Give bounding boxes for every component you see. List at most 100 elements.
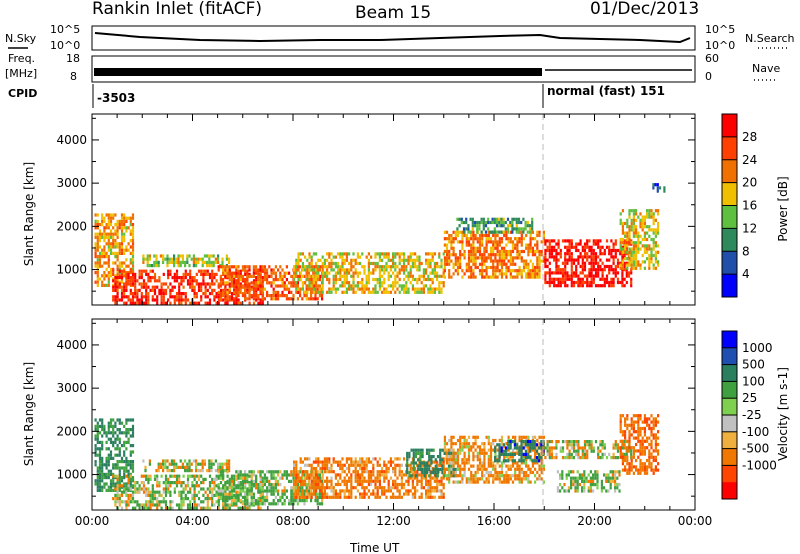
data-cell	[151, 493, 154, 497]
data-cell	[343, 252, 346, 256]
data-cell	[440, 479, 443, 483]
data-cell	[431, 258, 434, 262]
data-cell	[175, 477, 179, 481]
data-cell	[295, 479, 298, 483]
data-cell	[112, 261, 115, 265]
data-cell	[425, 461, 429, 465]
data-cell	[619, 241, 622, 245]
data-cell	[153, 298, 157, 302]
data-cell	[448, 474, 451, 478]
data-cell	[630, 247, 633, 251]
data-cell	[160, 295, 163, 299]
data-cell	[343, 482, 346, 487]
data-cell	[145, 506, 148, 510]
data-cell	[246, 479, 249, 483]
data-cell	[178, 493, 181, 497]
data-cell	[261, 279, 264, 283]
data-cell	[241, 502, 244, 506]
data-cell	[156, 285, 159, 289]
data-cell	[103, 424, 106, 428]
data-cell	[452, 467, 455, 471]
data-cell	[343, 281, 346, 285]
data-cell	[326, 252, 329, 256]
data-cell	[315, 473, 318, 477]
data-cell	[657, 221, 660, 226]
data-cell	[105, 232, 108, 236]
data-cell	[105, 213, 108, 217]
data-cell	[224, 506, 227, 510]
data-cell	[496, 269, 499, 273]
data-cell	[261, 499, 264, 503]
data-cell	[195, 465, 198, 469]
data-cell	[98, 479, 102, 483]
data-cell	[361, 473, 364, 477]
data-cell	[118, 503, 121, 507]
data-cell	[125, 487, 128, 491]
data-cell	[494, 265, 497, 270]
data-cell	[445, 474, 449, 478]
data-cell	[233, 281, 236, 285]
noise-panel-frame	[91, 25, 696, 51]
data-cell	[318, 502, 321, 506]
data-cell	[182, 279, 185, 283]
data-cell	[105, 251, 108, 255]
data-cell	[98, 223, 102, 227]
data-cell	[116, 235, 119, 239]
data-cell	[304, 290, 307, 294]
data-cell	[621, 231, 624, 235]
data-cell	[127, 272, 130, 276]
data-cell	[470, 233, 473, 238]
data-cell	[129, 282, 132, 286]
data-cell	[230, 479, 233, 483]
data-cell	[394, 274, 397, 278]
data-cell	[142, 484, 146, 488]
data-cell	[405, 268, 408, 272]
data-cell	[439, 451, 442, 455]
data-cell	[96, 434, 99, 438]
data-cell	[222, 288, 225, 292]
data-cell	[398, 470, 401, 474]
data-cell	[483, 448, 486, 452]
data-cell	[277, 268, 280, 272]
data-cell	[498, 259, 501, 263]
data-cell	[304, 255, 307, 259]
data-cell	[219, 465, 222, 469]
data-cell	[350, 460, 353, 464]
data-cell	[469, 217, 472, 221]
data-cell	[129, 232, 132, 236]
data-cell	[222, 506, 225, 510]
data-cell	[452, 470, 455, 475]
data-cell	[312, 252, 315, 256]
data-cell	[447, 464, 451, 468]
data-cell	[103, 229, 106, 233]
data-cell	[352, 460, 355, 464]
data-cell	[500, 237, 504, 241]
data-cell	[454, 237, 457, 241]
data-cell	[299, 479, 302, 483]
data-cell	[177, 260, 180, 264]
data-cell	[129, 450, 132, 454]
data-cell	[166, 459, 169, 463]
noise-panel: N.Sky 10^5 10^0 10^5 10^0 N.Search	[5, 23, 795, 52]
data-cell	[348, 476, 351, 480]
data-cell	[237, 294, 240, 298]
data-cell	[484, 230, 488, 234]
data-cell	[173, 469, 176, 473]
data-cell	[281, 278, 284, 282]
data-cell	[145, 493, 148, 497]
data-cell	[392, 460, 395, 464]
data-cell	[208, 497, 212, 501]
data-cell	[308, 261, 311, 266]
data-cell	[129, 288, 132, 292]
data-cell	[105, 267, 108, 271]
data-cell	[392, 255, 395, 259]
data-cell	[237, 287, 240, 291]
data-cell	[214, 260, 217, 264]
data-cell	[564, 258, 567, 262]
data-cell	[208, 474, 212, 478]
data-cell	[433, 486, 436, 490]
data-cell	[350, 473, 353, 477]
data-cell	[96, 223, 99, 227]
data-cell	[328, 470, 331, 474]
data-cell	[496, 249, 499, 254]
